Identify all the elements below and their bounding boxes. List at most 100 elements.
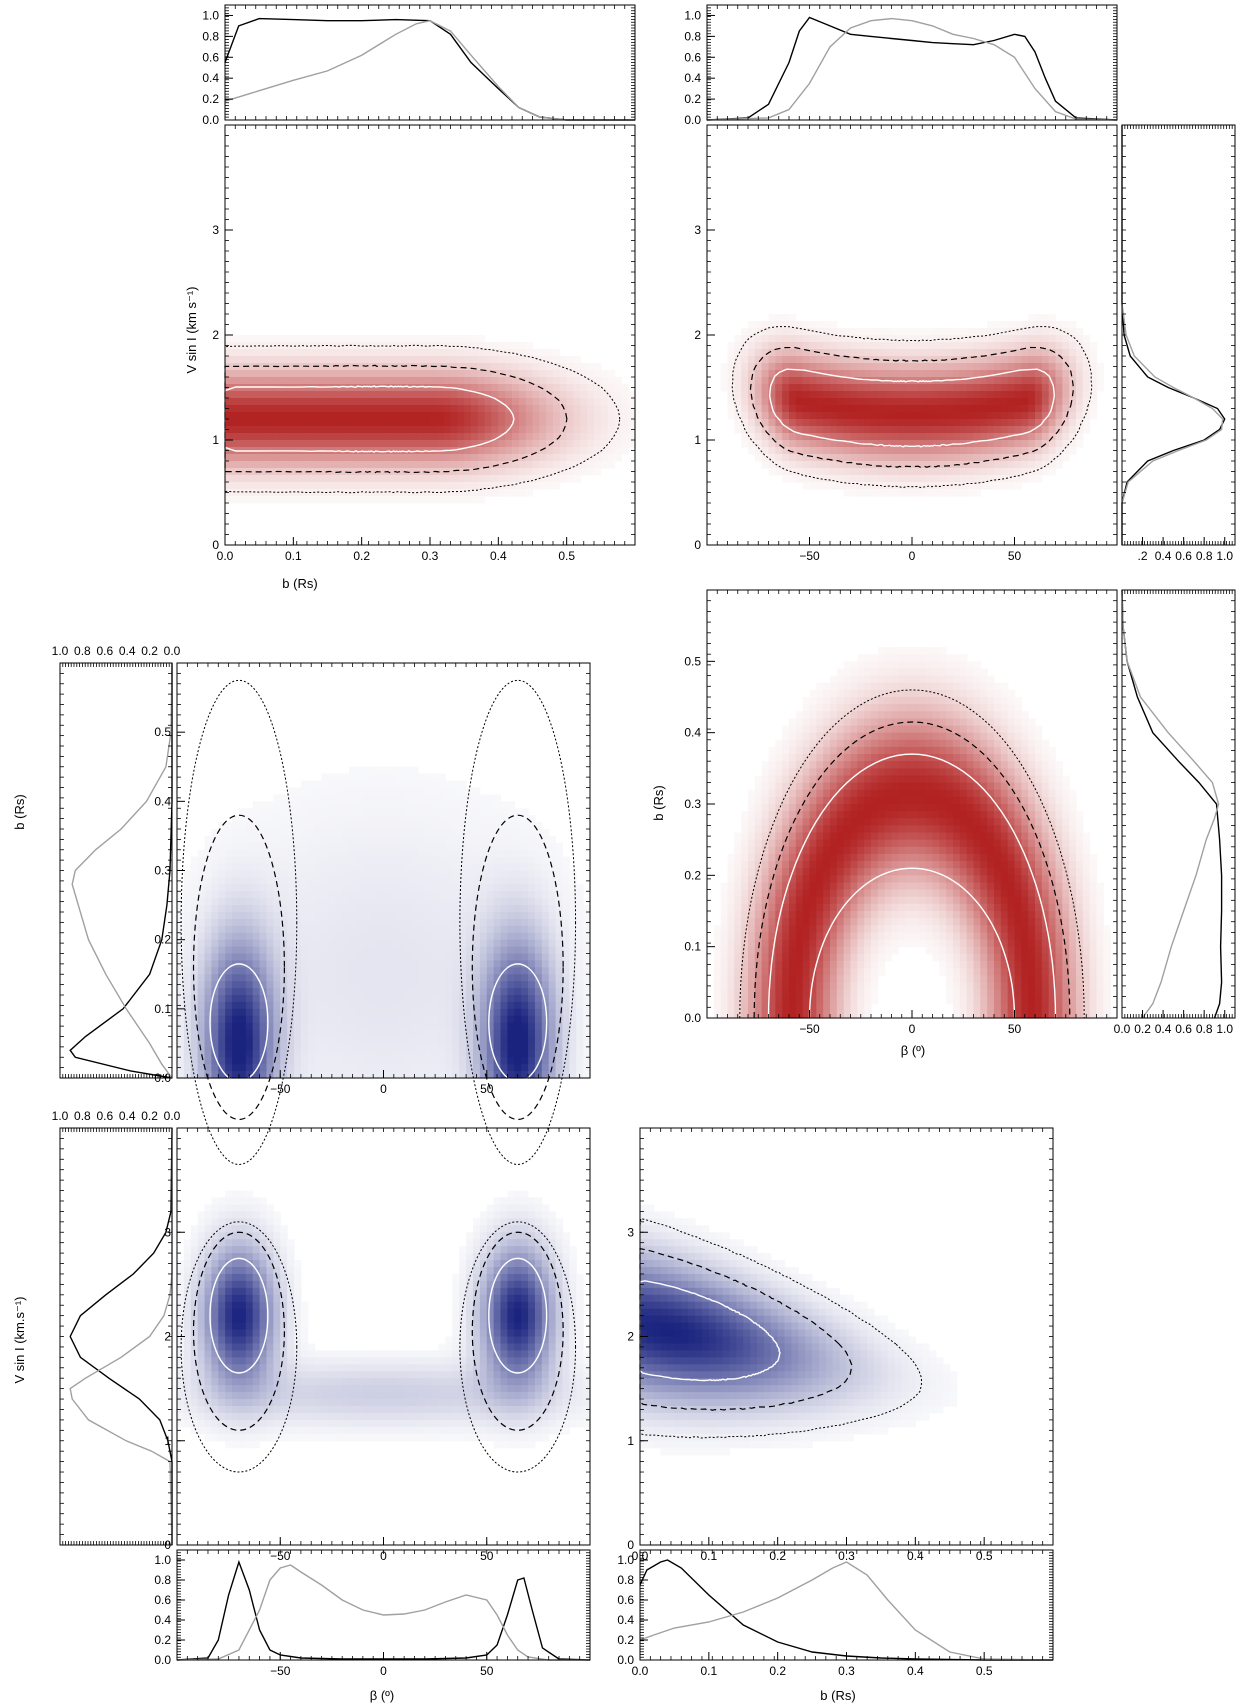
p1-cell	[259, 391, 267, 399]
p1-cell	[334, 335, 342, 343]
p1-cell	[389, 496, 397, 504]
p1-cell	[416, 433, 424, 441]
p1-cell	[341, 440, 349, 448]
p1-cell	[368, 349, 376, 357]
p2-cell	[768, 391, 776, 399]
p1-cell	[341, 461, 349, 469]
p3-cell	[397, 1050, 405, 1058]
p3-cell	[466, 1036, 474, 1045]
p1-cell	[525, 447, 534, 455]
p3-cell	[342, 1029, 350, 1038]
p1-cell	[423, 433, 431, 441]
p3-cell	[404, 1043, 412, 1051]
p2-cell	[795, 405, 804, 413]
p3-cell	[445, 794, 453, 802]
p3-cell	[321, 787, 330, 796]
p2-cell	[1007, 342, 1016, 350]
p2-cell	[959, 454, 968, 462]
p2-cell	[1069, 447, 1077, 455]
p3-cell	[479, 1008, 488, 1017]
p2-cell	[1041, 377, 1050, 385]
p3-cell	[376, 974, 385, 982]
p2-cell	[1062, 433, 1070, 441]
p2-cell	[843, 447, 852, 455]
p2-cell	[1062, 426, 1070, 434]
p3-cell	[225, 891, 233, 899]
p2-cell	[1035, 335, 1043, 343]
p2-cell	[877, 461, 886, 469]
p1-cell	[300, 461, 308, 469]
p3-cell	[376, 794, 385, 802]
p2-cell	[1007, 356, 1016, 364]
p2-cell	[987, 349, 995, 357]
p3-cell	[204, 939, 213, 948]
p3-cell	[459, 1064, 467, 1072]
p3-cell	[300, 974, 309, 982]
p2-cell	[748, 356, 756, 364]
p3-cell	[397, 842, 405, 851]
p3-cell	[280, 877, 288, 885]
p3-cell	[287, 981, 295, 989]
p1-cell	[498, 384, 506, 392]
p3-cell	[211, 925, 219, 934]
p3-cell	[431, 905, 440, 913]
p3-cell	[417, 946, 426, 955]
p3-cell	[355, 974, 364, 982]
p3-cell	[238, 884, 247, 892]
p3-cell	[452, 884, 460, 892]
p3-cell	[514, 981, 522, 989]
p3-cell	[397, 1064, 405, 1072]
p3-cell	[190, 981, 199, 989]
p3-cell	[521, 988, 529, 996]
p3-cell	[459, 988, 467, 996]
p2-cell	[802, 482, 811, 490]
p1-cell	[600, 440, 609, 448]
p3-cell	[472, 974, 481, 982]
p2-cell	[748, 335, 756, 343]
p3-cell	[342, 1057, 350, 1065]
p3-cell	[417, 905, 426, 913]
p2-cell	[843, 482, 852, 490]
p3-cell	[479, 905, 488, 913]
p2-cell	[959, 433, 968, 441]
p1-cell	[491, 384, 499, 392]
p1-cell	[498, 482, 506, 490]
p3-cell	[190, 953, 199, 962]
p3-cell	[383, 981, 391, 989]
p3-cell	[321, 918, 330, 927]
p3-cell	[300, 939, 309, 948]
p3-cell	[252, 981, 261, 989]
p1-cell	[279, 335, 288, 343]
p2-cell	[1041, 384, 1050, 392]
p3-cell	[383, 988, 391, 996]
p2-cell	[1082, 356, 1091, 364]
p3-cell	[452, 822, 460, 830]
p3-cell	[383, 1043, 391, 1051]
p1-cell	[532, 447, 540, 455]
p3-cell	[307, 877, 316, 885]
p3-cell	[328, 981, 336, 989]
p3-cell	[259, 925, 268, 934]
p3-cell	[424, 1008, 433, 1017]
p1-cell	[464, 384, 472, 392]
p3-cell	[218, 849, 226, 858]
p1-cell	[600, 412, 609, 420]
p1-cell	[327, 496, 335, 504]
p2-cell	[966, 489, 975, 497]
p3-cell	[342, 932, 350, 941]
p3-cell	[238, 925, 247, 934]
p3-cell	[362, 974, 371, 982]
p2-cell	[1048, 349, 1057, 357]
p1-cell	[491, 447, 499, 455]
p3-cell	[266, 835, 274, 844]
p1-cell	[477, 433, 486, 441]
p1-cell	[512, 356, 520, 364]
p2-cell	[918, 349, 927, 357]
p3-cell	[438, 780, 447, 789]
p3-cell	[369, 787, 378, 796]
p1-cell	[231, 391, 240, 399]
p3-cell	[397, 1029, 405, 1038]
p3-cell	[452, 1001, 460, 1010]
p2-cell	[946, 356, 954, 364]
p3-cell	[362, 995, 371, 1003]
